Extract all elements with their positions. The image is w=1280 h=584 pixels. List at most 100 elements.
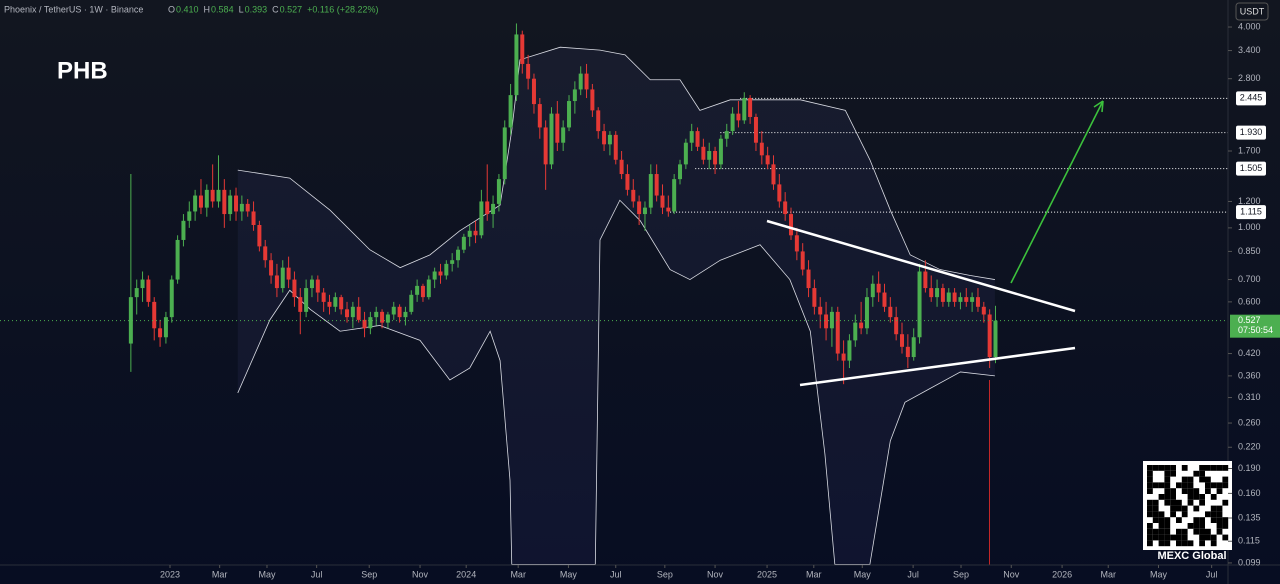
candle-body bbox=[286, 267, 291, 280]
qr-cell bbox=[1205, 482, 1211, 489]
qr-cell bbox=[1164, 476, 1171, 483]
candle-body bbox=[567, 101, 572, 128]
qr-cell bbox=[1170, 494, 1176, 500]
qr-cell bbox=[1164, 499, 1171, 506]
candle-body bbox=[549, 113, 554, 165]
qr-cell bbox=[1152, 482, 1159, 489]
qr-cell bbox=[1222, 499, 1229, 506]
candle-body bbox=[648, 174, 653, 208]
qr-cell bbox=[1193, 470, 1200, 477]
candle-body bbox=[678, 164, 683, 180]
candle-body bbox=[917, 271, 922, 338]
candle-body bbox=[660, 195, 665, 208]
qr-cell bbox=[1164, 534, 1171, 541]
candle-body bbox=[596, 110, 601, 132]
qr-cell bbox=[1147, 465, 1153, 471]
candle-body bbox=[345, 309, 350, 318]
candle-body bbox=[175, 239, 180, 280]
plot bbox=[0, 23, 1228, 565]
qr-cell bbox=[1170, 511, 1176, 518]
candle-body bbox=[894, 317, 899, 335]
x-tick-label: Jul bbox=[907, 569, 919, 579]
qr-cell bbox=[1164, 517, 1171, 523]
qr-cell bbox=[1216, 517, 1223, 523]
candle-body bbox=[420, 285, 425, 298]
x-tick-label: Nov bbox=[1003, 569, 1020, 579]
qr-pattern bbox=[1147, 465, 1229, 547]
candle-body bbox=[158, 328, 163, 338]
qr-cell bbox=[1216, 482, 1223, 489]
y-tick-label: 0.115 bbox=[1238, 536, 1260, 546]
qr-cell bbox=[1210, 534, 1217, 541]
y-tick-label: 2.800 bbox=[1238, 73, 1261, 83]
candle-body bbox=[415, 285, 420, 295]
candle-body bbox=[485, 201, 490, 215]
candle-body bbox=[438, 271, 443, 276]
ohlc-key: H bbox=[204, 4, 211, 14]
qr-cell bbox=[1164, 465, 1171, 471]
qr-cell bbox=[1216, 465, 1223, 471]
y-tick-label: 0.260 bbox=[1238, 417, 1261, 427]
qr-cell bbox=[1205, 488, 1211, 494]
qr-cell bbox=[1147, 511, 1153, 518]
qr-cell bbox=[1199, 540, 1205, 547]
candle-body bbox=[759, 142, 764, 156]
candle-body bbox=[502, 127, 507, 180]
x-tick-label: 2023 bbox=[160, 569, 180, 579]
qr-cell bbox=[1199, 499, 1205, 506]
qr-cell bbox=[1193, 528, 1200, 535]
qr-cell bbox=[1176, 499, 1182, 506]
candle-body bbox=[473, 230, 478, 236]
candle-body bbox=[783, 201, 788, 215]
qr-cell bbox=[1164, 488, 1171, 494]
candle-body bbox=[713, 150, 718, 165]
candle-body bbox=[829, 311, 834, 329]
ohlc-key: L bbox=[239, 4, 244, 14]
x-tick-label: May bbox=[1150, 569, 1168, 579]
y-tick-label: 0.099 bbox=[1238, 557, 1261, 567]
qr-cell bbox=[1147, 499, 1153, 506]
x-tick-label: Mar bbox=[212, 569, 228, 579]
x-tick-label: May bbox=[854, 569, 872, 579]
candle-body bbox=[216, 189, 221, 202]
candle-body bbox=[187, 211, 192, 221]
candle-body bbox=[748, 98, 753, 117]
candle-body bbox=[140, 279, 145, 289]
candle-body bbox=[847, 340, 852, 361]
qr-cell bbox=[1158, 517, 1165, 523]
qr-cell bbox=[1199, 465, 1205, 471]
qr-cell bbox=[1152, 534, 1159, 541]
y-tick-label: 0.160 bbox=[1238, 488, 1261, 498]
qr-cell bbox=[1187, 499, 1194, 506]
qr-cell bbox=[1147, 528, 1153, 535]
candle-body bbox=[625, 174, 630, 190]
level-label: 1.505 bbox=[1240, 163, 1263, 173]
qr-cell bbox=[1147, 505, 1153, 512]
currency-box bbox=[1235, 2, 1269, 21]
candle-body bbox=[993, 320, 998, 358]
qr-cell bbox=[1158, 528, 1165, 535]
ohlc-value: 0.410 bbox=[176, 4, 199, 14]
qr-cell bbox=[1181, 482, 1188, 489]
qr-cell bbox=[1158, 511, 1165, 518]
candle-body bbox=[619, 159, 624, 175]
candle-body bbox=[292, 279, 297, 298]
candle-body bbox=[274, 275, 279, 289]
candle-body bbox=[514, 34, 519, 96]
qr-cell bbox=[1222, 476, 1229, 483]
y-tick-label: 0.700 bbox=[1238, 274, 1261, 284]
x-tick-label: May bbox=[258, 569, 276, 579]
qr-cell bbox=[1187, 494, 1194, 500]
qr-cell bbox=[1147, 476, 1153, 483]
qr-cell bbox=[1164, 470, 1171, 477]
x-tick-label: 2025 bbox=[757, 569, 777, 579]
ohlc-value: 0.527 bbox=[280, 4, 303, 14]
candle-body bbox=[298, 297, 303, 312]
qr-cell bbox=[1187, 488, 1194, 494]
qr-cell bbox=[1164, 540, 1171, 547]
qr-cell bbox=[1181, 488, 1188, 494]
x-tick-label: Jul bbox=[311, 569, 323, 579]
qr-cell bbox=[1210, 465, 1217, 471]
qr-cell bbox=[1170, 488, 1176, 494]
candle-body bbox=[911, 337, 916, 358]
